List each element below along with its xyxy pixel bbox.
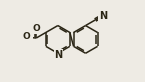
Text: N: N	[54, 50, 62, 60]
Text: O: O	[33, 24, 40, 33]
Text: N: N	[99, 11, 107, 21]
Text: O: O	[23, 32, 30, 41]
